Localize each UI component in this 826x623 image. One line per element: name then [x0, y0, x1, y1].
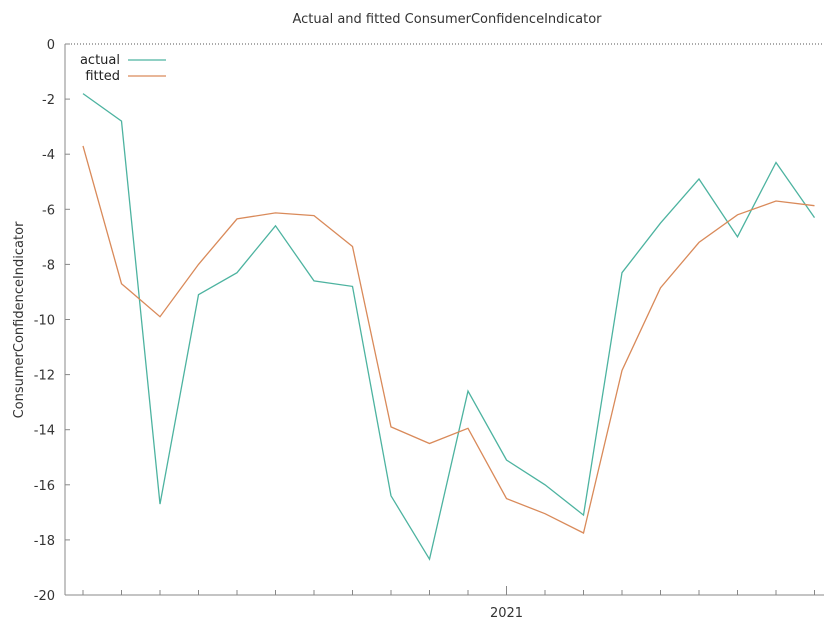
- y-tick-label: -18: [34, 534, 55, 549]
- series-line-fitted: [82, 145, 815, 534]
- axes: 0 -2 -4 -6 -8 -10 -12 -14 -16 -18 -20 2021: [34, 38, 824, 621]
- series-layer: [82, 93, 816, 561]
- y-tick-label: -2: [42, 93, 55, 108]
- x-tick-label: 2021: [490, 606, 523, 619]
- y-tick-label: -6: [42, 203, 55, 218]
- y-tick-label: -4: [42, 148, 55, 163]
- y-axis-title: ConsumerConfidenceIndicator: [12, 221, 27, 418]
- y-tick-label: -10: [34, 314, 55, 329]
- y-tick-label: 0: [47, 38, 55, 53]
- y-tick-label: -14: [34, 424, 55, 439]
- y-tick-label: -8: [42, 258, 55, 273]
- y-tick-label: -12: [34, 369, 55, 384]
- legend-label-actual: actual: [80, 53, 120, 68]
- legend-label-fitted: fitted: [85, 69, 120, 84]
- series-line-actual: [82, 93, 816, 561]
- chart-title: Actual and fitted ConsumerConfidenceIndi…: [292, 12, 602, 27]
- y-tick-label: -20: [34, 589, 55, 604]
- y-tick-label: -16: [34, 479, 55, 494]
